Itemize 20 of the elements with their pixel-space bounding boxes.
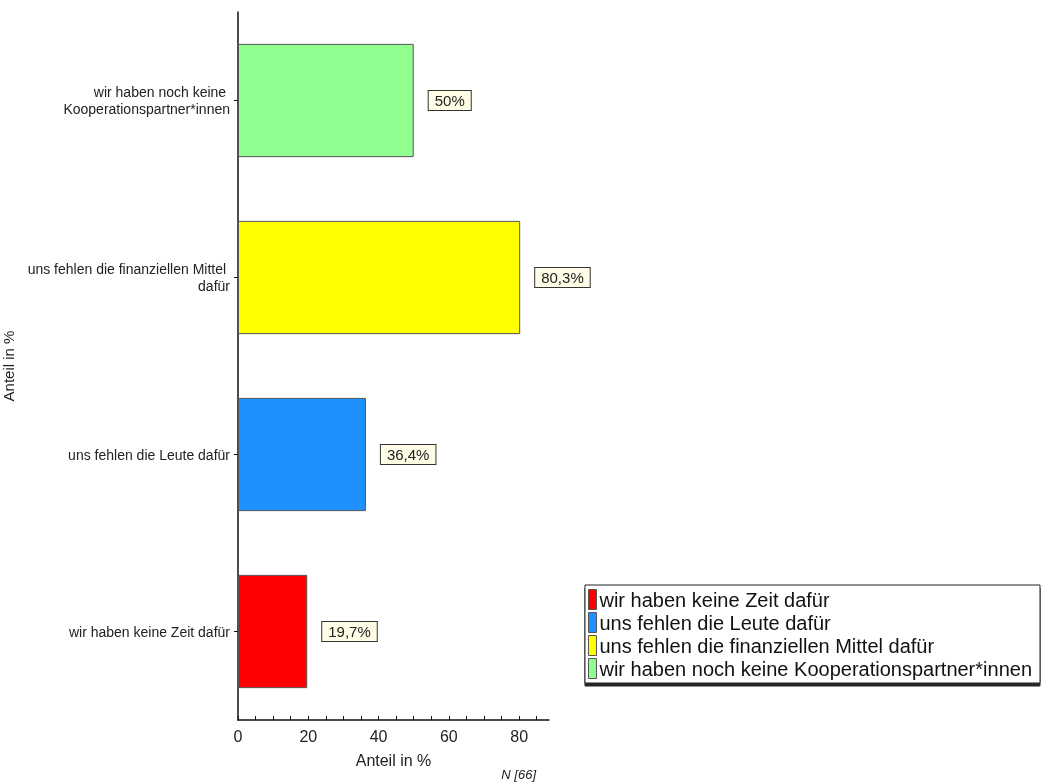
- legend-label: uns fehlen die finanziellen Mittel dafür: [599, 634, 935, 657]
- x-tick-label: 20: [299, 727, 318, 745]
- legend-label: wir haben keine Zeit dafür: [598, 588, 830, 611]
- legend-label: wir haben noch keine Kooperationspartner*innen: [598, 657, 1033, 680]
- data-label: 19,7%: [328, 623, 371, 640]
- x-tick-label: 80: [510, 727, 529, 745]
- y-tick-label: wir haben keine Zeit dafür: [67, 623, 231, 640]
- y-axis-title: Anteil in %: [0, 330, 18, 402]
- data-label: 36,4%: [386, 446, 430, 463]
- x-axis-title: Anteil in %: [355, 751, 432, 769]
- y-tick-label: uns fehlen die finanziellen Mittel dafür: [27, 261, 231, 294]
- x-tick-label: 0: [233, 727, 243, 745]
- text: N [66]: [501, 767, 537, 782]
- y-tick-label: wir haben noch keine Kooperationspartner*innen: [63, 84, 230, 117]
- data-label: 50%: [434, 92, 465, 109]
- x-tick-label: 40: [369, 727, 388, 745]
- x-tick-label: 60: [439, 727, 458, 745]
- data-label: 80,3%: [541, 269, 584, 286]
- legend-label: uns fehlen die Leute dafür: [599, 611, 832, 634]
- y-tick-label: uns fehlen die Leute dafür: [68, 446, 231, 463]
